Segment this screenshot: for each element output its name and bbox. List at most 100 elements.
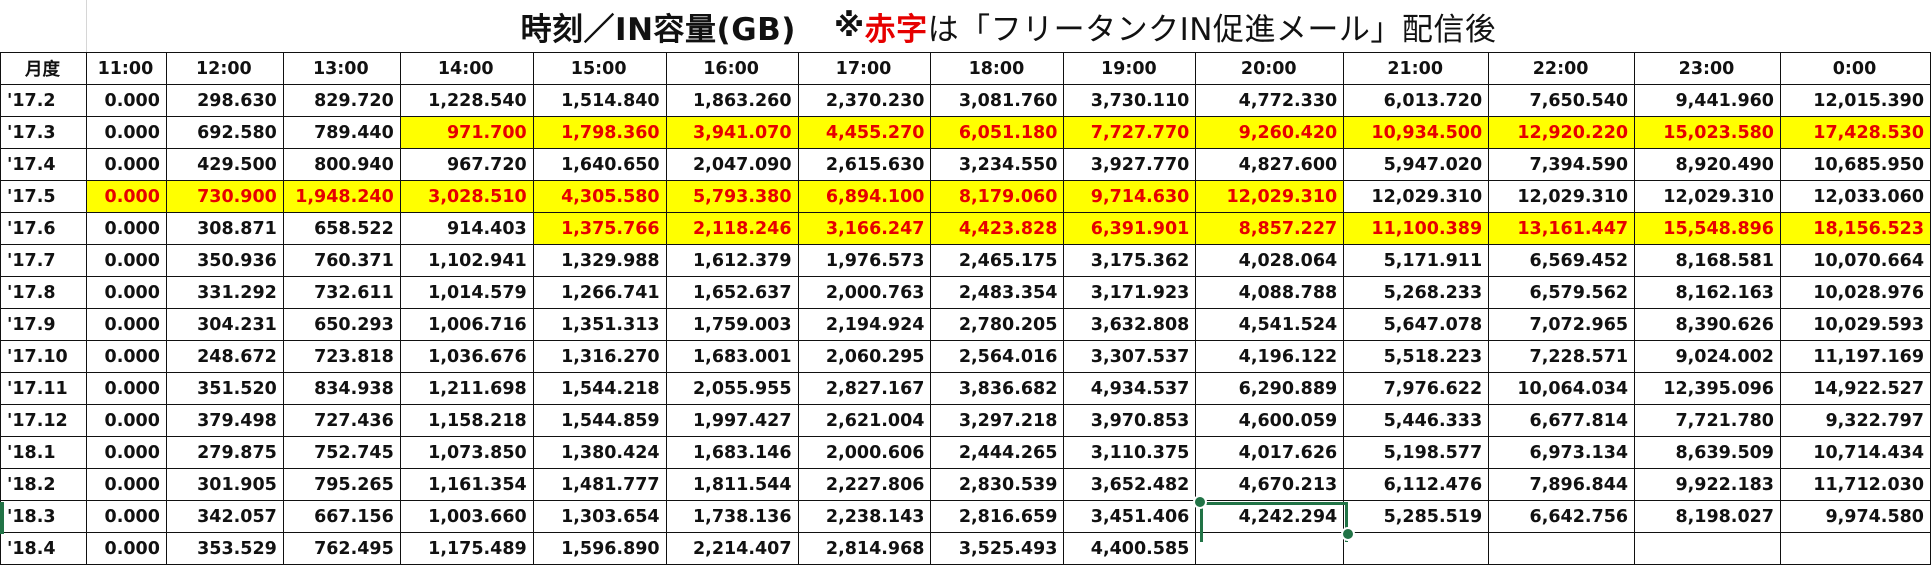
value-cell[interactable]: 2,814.968	[797, 532, 932, 565]
value-cell[interactable]: 5,947.020	[1343, 148, 1490, 181]
value-cell[interactable]: 10,028.976	[1779, 276, 1931, 309]
header-hour[interactable]: 17:00	[797, 52, 932, 85]
value-cell[interactable]: 9,322.797	[1779, 404, 1931, 437]
value-cell[interactable]: 12,029.310	[1488, 180, 1636, 213]
value-cell[interactable]: 4,934.537	[1063, 372, 1197, 405]
value-cell[interactable]: 15,023.580	[1634, 116, 1781, 149]
selection-handle-bottom-right[interactable]	[1341, 527, 1355, 541]
value-cell[interactable]: 350.936	[165, 244, 284, 277]
header-hour[interactable]: 15:00	[532, 52, 667, 85]
value-cell[interactable]: 15,548.896	[1634, 212, 1781, 245]
value-cell[interactable]: 1,683.001	[665, 340, 799, 373]
value-cell[interactable]: 12,029.310	[1343, 180, 1490, 213]
value-cell[interactable]: 7,394.590	[1488, 148, 1636, 181]
header-month[interactable]: 月度	[0, 52, 87, 85]
value-cell[interactable]: 3,166.247	[797, 212, 932, 245]
value-cell[interactable]: 279.875	[165, 436, 284, 469]
value-cell[interactable]: 3,730.110	[1063, 84, 1197, 117]
value-cell[interactable]: 10,029.593	[1779, 308, 1931, 341]
value-cell[interactable]: 2,465.175	[930, 244, 1065, 277]
value-cell[interactable]: 1,997.427	[665, 404, 799, 437]
value-cell[interactable]: 11,100.389	[1343, 212, 1490, 245]
value-cell[interactable]: 6,569.452	[1488, 244, 1636, 277]
header-hour[interactable]: 16:00	[665, 52, 799, 85]
header-hour[interactable]: 12:00	[165, 52, 284, 85]
value-cell[interactable]: 3,451.406	[1063, 500, 1197, 533]
month-cell[interactable]: '18.3	[0, 500, 87, 533]
value-cell[interactable]: 10,064.034	[1488, 372, 1636, 405]
value-cell[interactable]: 762.495	[282, 532, 401, 565]
header-hour[interactable]: 0:00	[1779, 52, 1931, 85]
value-cell[interactable]: 17,428.530	[1779, 116, 1931, 149]
value-cell[interactable]: 6,579.562	[1488, 276, 1636, 309]
value-cell[interactable]: 1,481.777	[532, 468, 667, 501]
value-cell[interactable]: 2,055.955	[665, 372, 799, 405]
value-cell[interactable]: 1,863.260	[665, 84, 799, 117]
value-cell[interactable]: 3,836.682	[930, 372, 1065, 405]
value-cell[interactable]	[1488, 532, 1636, 565]
value-cell[interactable]: 667.156	[282, 500, 401, 533]
value-cell[interactable]: 342.057	[165, 500, 284, 533]
header-hour[interactable]: 20:00	[1195, 52, 1345, 85]
value-cell[interactable]: 429.500	[165, 148, 284, 181]
value-cell[interactable]: 1,316.270	[532, 340, 667, 373]
value-cell[interactable]: 8,920.490	[1634, 148, 1781, 181]
value-cell[interactable]: 248.672	[165, 340, 284, 373]
value-cell[interactable]: 6,677.814	[1488, 404, 1636, 437]
value-cell[interactable]: 1,003.660	[399, 500, 534, 533]
value-cell[interactable]: 9,024.002	[1634, 340, 1781, 373]
value-cell[interactable]: 0.000	[85, 372, 167, 405]
value-cell[interactable]: 10,714.434	[1779, 436, 1931, 469]
value-cell[interactable]: 331.292	[165, 276, 284, 309]
sheet-title[interactable]: 時刻／IN容量(GB) ※ 赤字 は「フリータンクIN促進メール」配信後	[86, 0, 1931, 52]
value-cell[interactable]: 1,683.146	[665, 436, 799, 469]
value-cell[interactable]: 4,242.294	[1195, 500, 1345, 533]
value-cell[interactable]: 0.000	[85, 468, 167, 501]
value-cell[interactable]: 1,514.840	[532, 84, 667, 117]
value-cell[interactable]: 8,390.626	[1634, 308, 1781, 341]
value-cell[interactable]: 8,162.163	[1634, 276, 1781, 309]
value-cell[interactable]: 11,712.030	[1779, 468, 1931, 501]
value-cell[interactable]: 8,198.027	[1634, 500, 1781, 533]
header-hour[interactable]: 18:00	[930, 52, 1065, 85]
month-cell[interactable]: '17.5	[0, 180, 87, 213]
value-cell[interactable]: 3,970.853	[1063, 404, 1197, 437]
value-cell[interactable]: 2,047.090	[665, 148, 799, 181]
value-cell[interactable]: 5,793.380	[665, 180, 799, 213]
value-cell[interactable]: 4,670.213	[1195, 468, 1345, 501]
value-cell[interactable]: 0.000	[85, 148, 167, 181]
value-cell[interactable]: 3,525.493	[930, 532, 1065, 565]
value-cell[interactable]: 829.720	[282, 84, 401, 117]
value-cell[interactable]: 2,194.924	[797, 308, 932, 341]
value-cell[interactable]: 2,564.016	[930, 340, 1065, 373]
value-cell[interactable]: 1,351.313	[532, 308, 667, 341]
value-cell[interactable]: 2,000.606	[797, 436, 932, 469]
month-cell[interactable]: '17.8	[0, 276, 87, 309]
header-hour[interactable]: 13:00	[282, 52, 401, 85]
value-cell[interactable]: 1,102.941	[399, 244, 534, 277]
value-cell[interactable]: 1,948.240	[282, 180, 401, 213]
value-cell[interactable]: 2,238.143	[797, 500, 932, 533]
value-cell[interactable]: 0.000	[85, 436, 167, 469]
month-cell[interactable]: '17.7	[0, 244, 87, 277]
value-cell[interactable]: 2,827.167	[797, 372, 932, 405]
value-cell[interactable]: 3,028.510	[399, 180, 534, 213]
value-cell[interactable]: 5,518.223	[1343, 340, 1490, 373]
value-cell[interactable]: 2,816.659	[930, 500, 1065, 533]
value-cell[interactable]: 3,234.550	[930, 148, 1065, 181]
value-cell[interactable]: 0.000	[85, 180, 167, 213]
value-cell[interactable]: 5,171.911	[1343, 244, 1490, 277]
value-cell[interactable]: 2,060.295	[797, 340, 932, 373]
value-cell[interactable]: 11,197.169	[1779, 340, 1931, 373]
value-cell[interactable]: 298.630	[165, 84, 284, 117]
value-cell[interactable]: 2,830.539	[930, 468, 1065, 501]
value-cell[interactable]: 1,329.988	[532, 244, 667, 277]
value-cell[interactable]: 8,168.581	[1634, 244, 1781, 277]
value-cell[interactable]: 5,647.078	[1343, 308, 1490, 341]
value-cell[interactable]: 4,196.122	[1195, 340, 1345, 373]
value-cell[interactable]: 6,051.180	[930, 116, 1065, 149]
value-cell[interactable]: 1,036.676	[399, 340, 534, 373]
value-cell[interactable]: 13,161.447	[1488, 212, 1636, 245]
value-cell[interactable]: 5,446.333	[1343, 404, 1490, 437]
value-cell[interactable]: 3,652.482	[1063, 468, 1197, 501]
